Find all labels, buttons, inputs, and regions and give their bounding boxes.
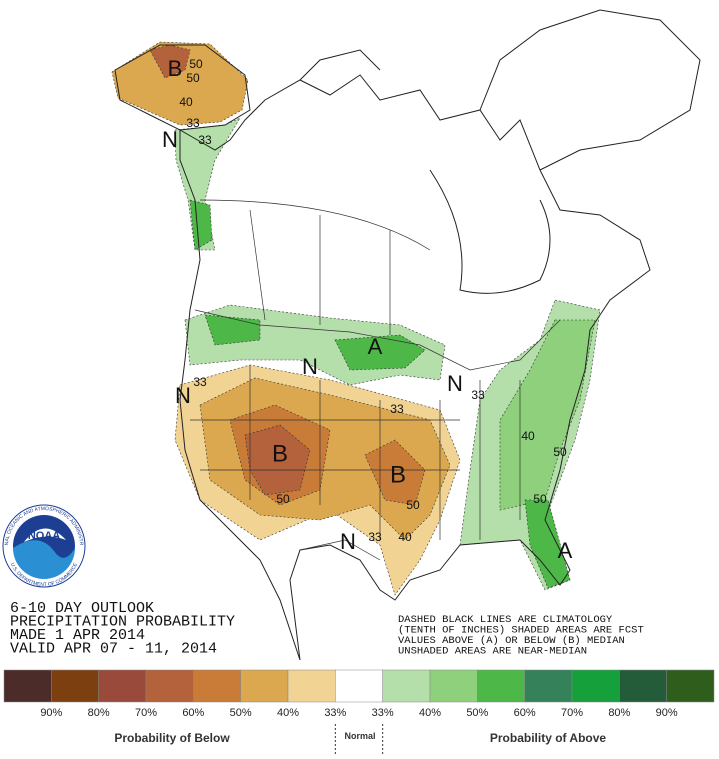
map-label: N [447, 371, 463, 396]
borders [190, 199, 561, 561]
map-label: 50 [533, 492, 547, 506]
legend-above-title: Probability of Above [490, 731, 607, 745]
legend-swatch [477, 669, 525, 703]
note-line: DASHED BLACK LINES ARE CLIMATOLOGY [398, 614, 613, 626]
map-label: 50 [406, 498, 420, 512]
legend-normal: Normal [344, 731, 375, 741]
above-area [189, 199, 213, 251]
above-area [499, 319, 596, 511]
map-label: 50 [189, 57, 203, 71]
legend-swatch [382, 669, 431, 703]
below-area [111, 41, 249, 126]
header-line: MADE 1 APR 2014 [10, 627, 145, 644]
legend-label: 90% [656, 707, 678, 719]
map-label: B [168, 56, 183, 81]
map-label: A [368, 334, 383, 359]
logo-bird [24, 528, 66, 542]
map-label: A [558, 538, 573, 563]
header-line: 6-10 DAY OUTLOOK [10, 600, 154, 617]
map-label: 40 [179, 95, 193, 109]
shaded-areas [111, 41, 601, 596]
legend-label: 90% [40, 707, 62, 719]
map-label: 50 [186, 71, 200, 85]
header-line: VALID APR 07 - 11, 2014 [10, 641, 217, 658]
logo-wave [13, 540, 75, 579]
noaa-logo: NOAANATIONAL OCEANIC AND ATMOSPHERIC ADM… [2, 504, 86, 588]
legend-swatch [619, 669, 667, 703]
map-label: 40 [521, 429, 535, 443]
legend-label: 50% [466, 707, 488, 719]
map-label: N [302, 354, 318, 379]
legend-swatch [429, 669, 478, 703]
note-line: UNSHADED AREAS ARE NEAR-MEDIAN [398, 646, 587, 658]
legend-swatch [193, 669, 241, 703]
note-line: VALUES ABOVE (A) OR BELOW (B) MEDIAN [398, 635, 625, 647]
legend-label: 60% [182, 707, 204, 719]
legend-label: 80% [608, 707, 630, 719]
legend-swatch [666, 669, 715, 703]
legend-swatch [524, 669, 573, 703]
map-label: 33 [471, 388, 485, 402]
note-line: (TENTH OF INCHES) SHADED AREAS ARE FCST [398, 625, 644, 637]
legend-swatch [335, 669, 383, 703]
legend-label: 33% [324, 707, 346, 719]
map-label: N [162, 127, 178, 152]
legend-label: 70% [135, 707, 157, 719]
legend-swatch [51, 669, 99, 703]
map-label: N [340, 529, 356, 554]
map-label: N [175, 383, 191, 408]
legend-label: 60% [514, 707, 536, 719]
map-label: 50 [553, 445, 567, 459]
legend-label: 40% [419, 707, 441, 719]
coastlines [114, 9, 701, 661]
map-label: 33 [186, 116, 200, 130]
legend-label: 70% [561, 707, 583, 719]
above-area [334, 334, 426, 371]
legend-swatch [571, 669, 620, 703]
above-area [204, 314, 261, 346]
legend-swatch [240, 669, 289, 703]
map-label: B [390, 461, 406, 488]
legend-label: 40% [277, 707, 299, 719]
map-label: 33 [193, 375, 207, 389]
map-label: 50 [276, 492, 290, 506]
map-label: 40 [398, 530, 412, 544]
logo-text: NOAA [28, 530, 60, 542]
legend-swatch [287, 669, 336, 703]
header-line: PRECIPITATION PROBABILITY [10, 614, 235, 631]
legend-swatch [3, 669, 52, 703]
legend-swatch [145, 669, 194, 703]
legend-swatch [98, 669, 147, 703]
map-label: 33 [198, 133, 212, 147]
above-area [174, 117, 241, 251]
map-label: 33 [390, 402, 404, 416]
legend-label: 50% [230, 707, 252, 719]
below-area [149, 44, 191, 79]
legend-label: 33% [372, 707, 394, 719]
map-label: B [272, 440, 288, 467]
legend-label: 80% [88, 707, 110, 719]
legend-below-title: Probability of Below [114, 731, 230, 745]
map-label: 33 [368, 530, 382, 544]
